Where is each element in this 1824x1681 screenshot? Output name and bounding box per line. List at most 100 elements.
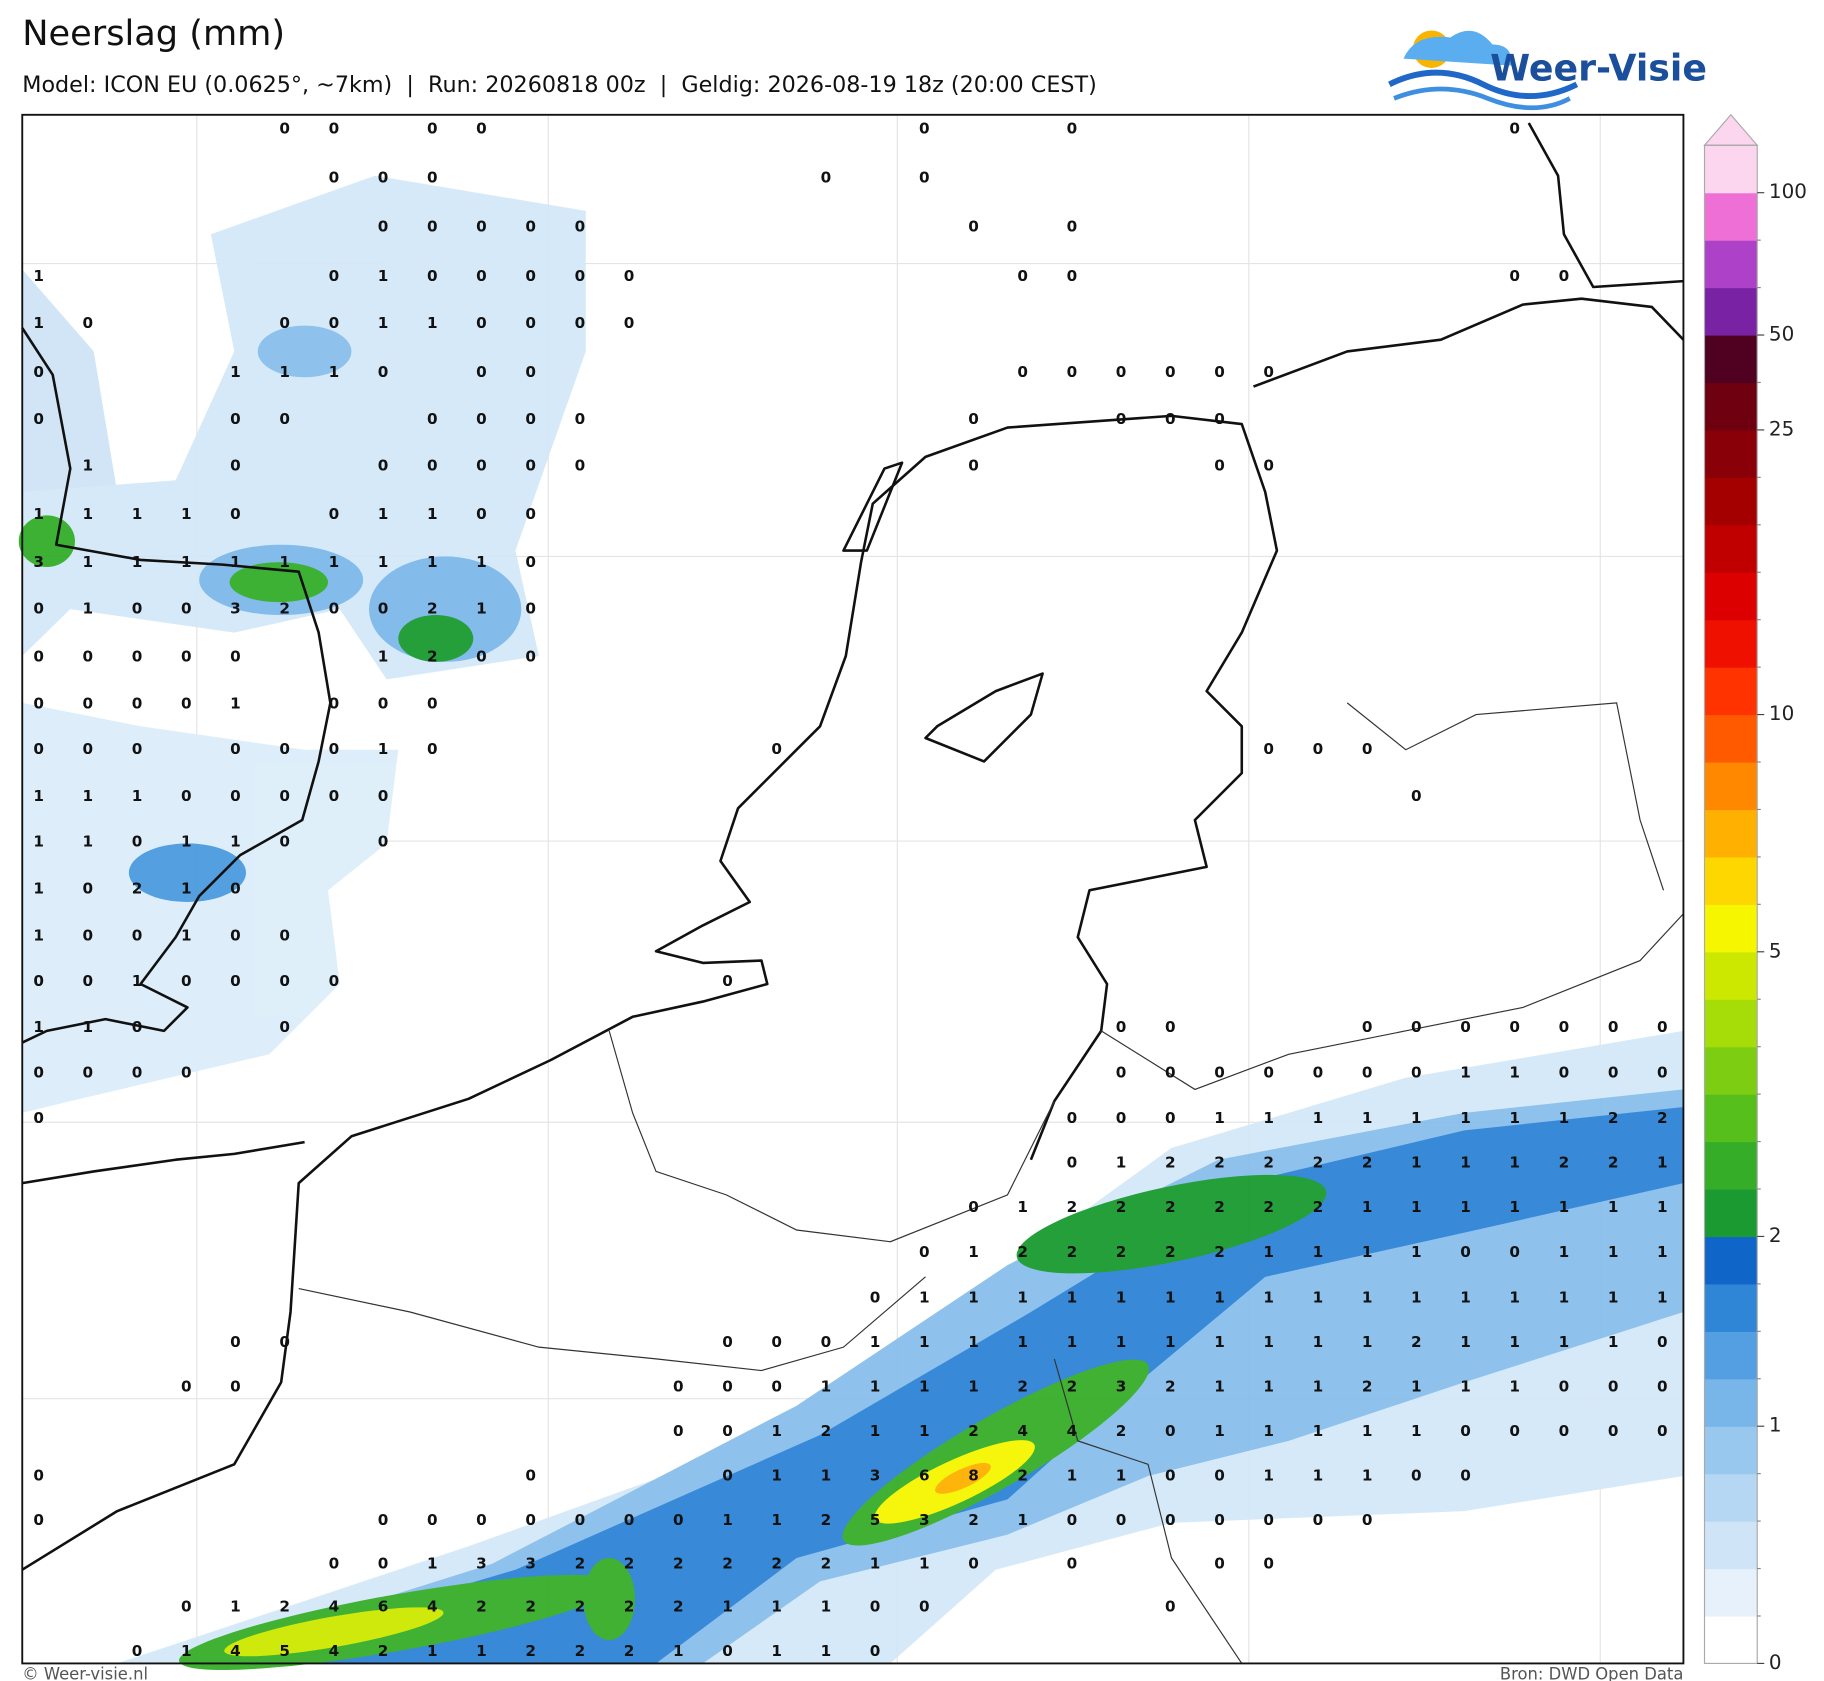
grid-value: 0: [1411, 1064, 1422, 1082]
grid-value: 0: [33, 695, 44, 713]
grid-value: 0: [181, 695, 192, 713]
grid-value: 1: [919, 1422, 930, 1440]
colorbar-tick-label: 10: [1769, 702, 1794, 725]
colorbar-segment: [1704, 429, 1758, 478]
grid-value: 0: [378, 787, 389, 805]
colorbar-segment: [1704, 1331, 1758, 1380]
grid-value: 0: [1362, 1018, 1373, 1036]
grid-value: 1: [722, 1511, 733, 1529]
grid-value: 0: [1460, 1422, 1471, 1440]
grid-value: 2: [624, 1554, 635, 1572]
grid-value: 1: [1411, 1422, 1422, 1440]
grid-value: 0: [329, 695, 340, 713]
grid-value: 0: [181, 648, 192, 666]
grid-value: 1: [83, 833, 94, 851]
grid-value: 0: [1608, 1377, 1619, 1395]
grid-value: 2: [575, 1554, 586, 1572]
grid-value: 1: [919, 1554, 930, 1572]
grid-value: 1: [870, 1333, 881, 1351]
footer-source: Bron: DWD Open Data: [1500, 1665, 1684, 1681]
coastline: [22, 1140, 305, 1185]
grid-value: 0: [575, 218, 586, 236]
grid-value: 4: [230, 1642, 241, 1660]
grid-value: 0: [378, 695, 389, 713]
grid-value: 1: [870, 1377, 881, 1395]
grid-value: 0: [329, 119, 340, 137]
grid-value: 0: [1313, 740, 1324, 758]
grid-value: 0: [1608, 1422, 1619, 1440]
grid-value: 2: [821, 1422, 832, 1440]
grid-value: 1: [378, 740, 389, 758]
grid-value: 0: [427, 119, 438, 137]
grid-value: 1: [132, 505, 143, 523]
grid-value: 0: [575, 457, 586, 475]
grid-value: 2: [525, 1598, 536, 1616]
logo-cloud: [1403, 30, 1512, 66]
grid-value: 0: [181, 787, 192, 805]
grid-value: 0: [230, 1377, 241, 1395]
island: [842, 461, 904, 552]
grid-value: 2: [1067, 1377, 1078, 1395]
grid-value: 0: [329, 972, 340, 990]
logo-text: Weer-Visie: [1490, 46, 1707, 89]
grid-value: 0: [1067, 363, 1078, 381]
grid-value: 1: [1509, 1377, 1520, 1395]
grid-value: 1: [1608, 1288, 1619, 1306]
grid-value: 0: [1411, 787, 1422, 805]
grid-value: 2: [968, 1511, 979, 1529]
grid-value: 1: [1509, 1064, 1520, 1082]
grid-value: 0: [181, 1598, 192, 1616]
grid-value: 1: [1559, 1243, 1570, 1261]
grid-value: 0: [476, 505, 487, 523]
grid-value: 2: [673, 1598, 684, 1616]
grid-value: 1: [1362, 1288, 1373, 1306]
grid-value: 0: [1067, 267, 1078, 285]
grid-value: 0: [575, 1511, 586, 1529]
grid-value: 0: [33, 1511, 44, 1529]
grid-value: 0: [83, 972, 94, 990]
grid-value: 0: [525, 267, 536, 285]
grid-value: 1: [1460, 1198, 1471, 1216]
grid-value: 0: [279, 787, 290, 805]
grid-value: 0: [1657, 1333, 1668, 1351]
grid-value: 0: [1657, 1422, 1668, 1440]
grid-value: 1: [1313, 1109, 1324, 1127]
grid-value: 3: [870, 1467, 881, 1485]
grid-value: 0: [1067, 1154, 1078, 1172]
grid-value: 0: [968, 218, 979, 236]
coastline: [924, 672, 1044, 763]
grid-value: 0: [673, 1511, 684, 1529]
grid-value: 2: [624, 1642, 635, 1660]
grid-value: 1: [1362, 1333, 1373, 1351]
grid-value: 1: [1657, 1288, 1668, 1306]
grid-value: 0: [427, 695, 438, 713]
grid-value: 2: [1017, 1467, 1028, 1485]
grid-value: 1: [1263, 1467, 1274, 1485]
grid-value: 0: [230, 648, 241, 666]
grid-value: 1: [1214, 1109, 1225, 1127]
grid-value: 1: [1509, 1109, 1520, 1127]
grid-value: 2: [1165, 1243, 1176, 1261]
grid-value: 1: [1460, 1109, 1471, 1127]
borders: [298, 702, 1684, 1664]
grid-value: 0: [33, 1064, 44, 1082]
grid-value: 0: [1263, 740, 1274, 758]
colorbar-segment: [1704, 1236, 1758, 1285]
grid-value: 0: [525, 410, 536, 428]
grid-value: 2: [1017, 1377, 1028, 1395]
grid-value: 0: [575, 410, 586, 428]
border: [298, 1276, 926, 1372]
grid-value: 0: [624, 1511, 635, 1529]
grid-value: 1: [378, 505, 389, 523]
grid-value: 1: [33, 880, 44, 898]
grid-value: 4: [329, 1642, 340, 1660]
grid-value: 0: [33, 410, 44, 428]
grid-value: 0: [1411, 1467, 1422, 1485]
grid-value: 2: [1608, 1109, 1619, 1127]
title: Neerslag (mm): [22, 13, 285, 54]
grid-value: 0: [1559, 1064, 1570, 1082]
grid-value: 2: [1214, 1154, 1225, 1172]
coastlines: [21, 122, 1685, 1571]
colorbar-segment: [1704, 1094, 1758, 1143]
precip-area: [398, 615, 474, 662]
